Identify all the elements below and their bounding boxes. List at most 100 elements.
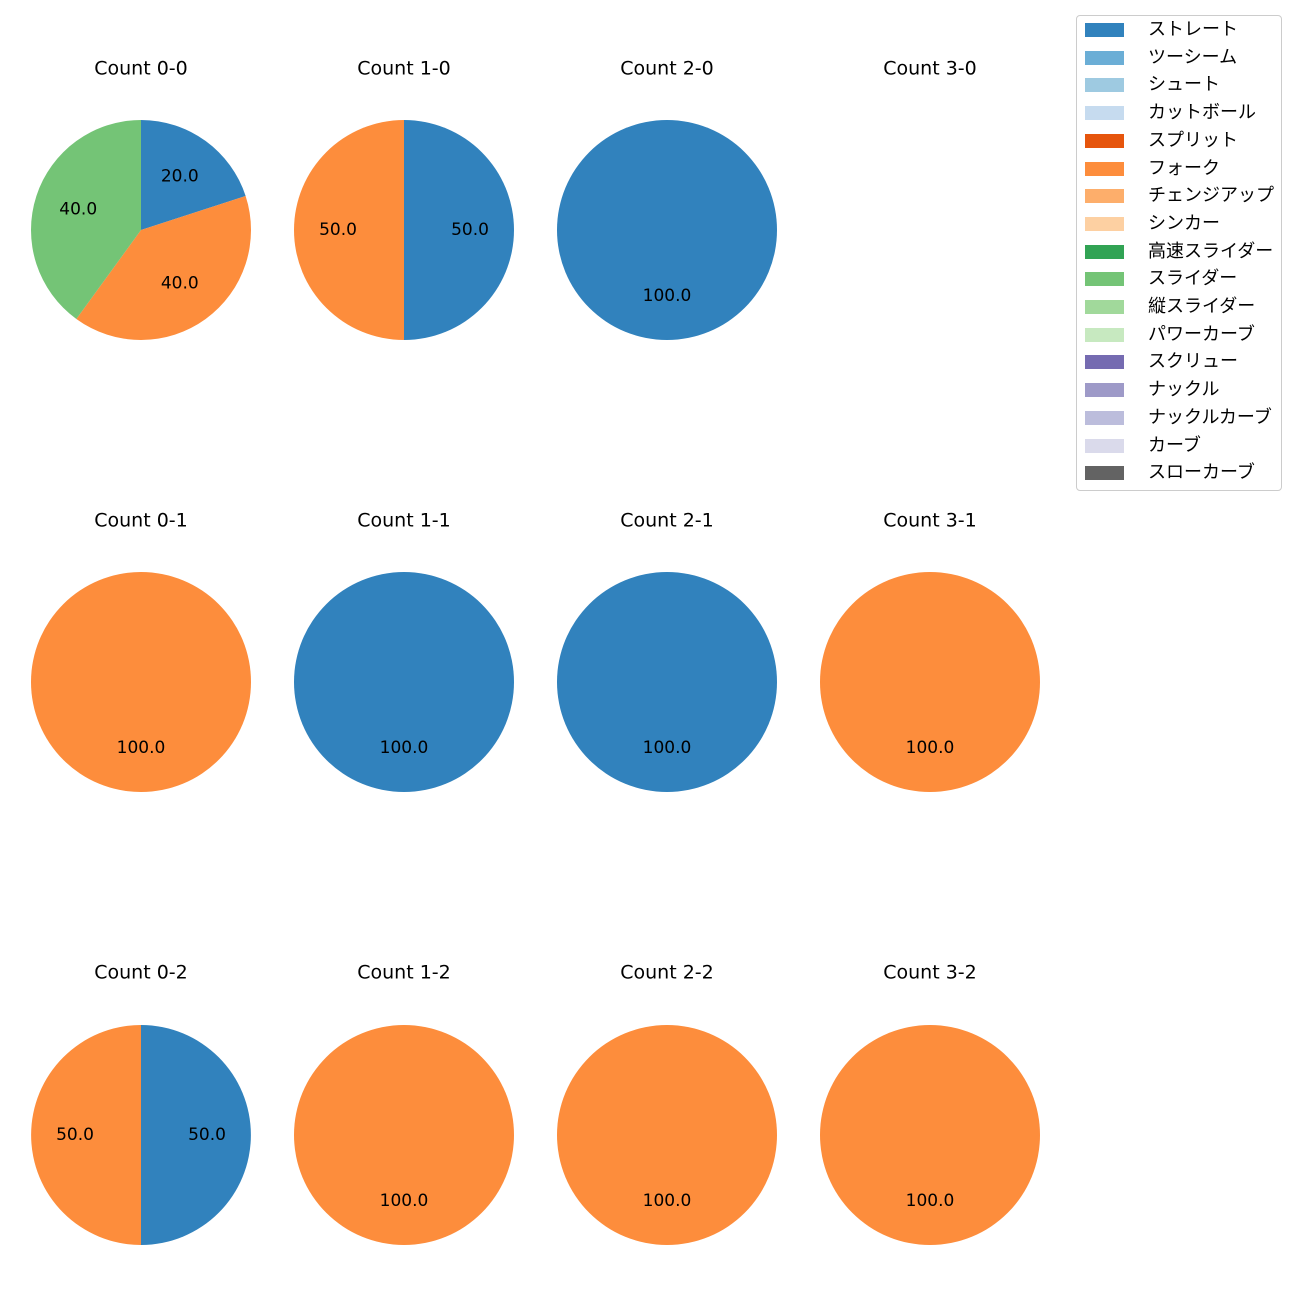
pie-data-label: 50.0 xyxy=(319,220,357,240)
legend-label: スプリット xyxy=(1148,129,1238,151)
pie-panel: Count 2-1 100.0 xyxy=(557,510,777,792)
legend-item: ストレート xyxy=(1085,20,1238,40)
legend-label: ナックル xyxy=(1148,379,1220,401)
pie-panel: Count 0-0 20.0 40.0 40.0 xyxy=(30,58,252,341)
pie-title: Count 2-2 xyxy=(620,962,714,984)
pie-title: Count 2-1 xyxy=(620,510,714,532)
legend-label: スクリュー xyxy=(1148,351,1238,373)
pie-slice xyxy=(820,1025,1040,1245)
legend-label: 高速スライダー xyxy=(1148,240,1274,262)
pie-slice xyxy=(141,120,246,230)
legend-swatch xyxy=(1085,327,1124,342)
legend-swatch xyxy=(1085,23,1124,37)
pie-panel: Count 3-0 xyxy=(883,58,977,80)
pie-title: Count 0-0 xyxy=(94,58,188,80)
legend-item: ナックルカーブ xyxy=(1085,406,1272,428)
pie-data-label: 40.0 xyxy=(161,273,199,293)
legend-swatch xyxy=(1085,466,1124,481)
pie-data-label: 100.0 xyxy=(380,738,429,758)
legend-swatch xyxy=(1085,216,1124,231)
pie-panel: Count 3-2 100.0 xyxy=(820,962,1040,1245)
legend-swatch xyxy=(1085,438,1124,453)
pie-title: Count 0-1 xyxy=(94,510,188,532)
pie-title: Count 0-2 xyxy=(94,962,188,984)
pie-slice xyxy=(294,120,404,340)
legend-swatch xyxy=(1085,106,1124,121)
pie-title: Count 3-2 xyxy=(883,962,977,984)
pie-data-label: 50.0 xyxy=(451,220,489,240)
legend-item: シンカー xyxy=(1085,213,1220,234)
pie-slice xyxy=(31,1025,141,1245)
legend-label: パワーカーブ xyxy=(1148,323,1255,345)
legend-swatch xyxy=(1085,355,1124,370)
pie-slice xyxy=(820,572,1040,792)
pie-panel: Count 2-0 100.0 xyxy=(557,58,777,340)
legend-item: 高速スライダー xyxy=(1085,240,1274,262)
legend-label: カーブ xyxy=(1148,434,1201,456)
pie-slice xyxy=(557,120,777,340)
pie-title: Count 3-1 xyxy=(883,510,977,532)
legend-label: カットボール xyxy=(1148,102,1256,124)
pie-panel: Count 2-2 100.0 xyxy=(557,962,777,1245)
legend-label: ナックルカーブ xyxy=(1148,406,1272,428)
pie-data-label: 100.0 xyxy=(643,286,692,306)
legend-item: 縦スライダー xyxy=(1085,297,1255,317)
legend-item: カットボール xyxy=(1085,103,1256,123)
pie-data-label: 50.0 xyxy=(56,1125,94,1145)
legend-item: スクリュー xyxy=(1085,352,1238,372)
pie-slice xyxy=(404,120,514,340)
pie-slice xyxy=(141,1025,251,1245)
pie-slice xyxy=(557,572,777,792)
legend-label: 縦スライダー xyxy=(1148,296,1256,317)
legend-label: フォーク xyxy=(1148,157,1220,179)
pie-panel: Count 0-1 100.0 xyxy=(31,510,251,792)
legend-item: フォーク xyxy=(1085,157,1220,179)
chart-legend: ストレートツーシームシュートカットボール スプリットフォークチェンジアップシンカー… xyxy=(1076,15,1282,491)
legend-label: ストレート xyxy=(1148,19,1238,40)
legend-swatch xyxy=(1085,78,1124,93)
pie-data-label: 100.0 xyxy=(643,1191,692,1211)
pie-title: Count 2-0 xyxy=(620,58,714,80)
pie-panel: Count 0-2 50.0 50.0 xyxy=(31,962,251,1245)
legend-item: スライダー xyxy=(1085,269,1237,289)
pie-data-label: 100.0 xyxy=(117,738,166,758)
pie-panel: Count 1-0 50.0 50.0 xyxy=(294,58,514,340)
pie-slice xyxy=(294,1025,514,1245)
pie-slice xyxy=(30,120,141,319)
pie-data-label: 20.0 xyxy=(161,167,199,187)
legend-swatch xyxy=(1085,272,1124,287)
legend-swatch xyxy=(1085,244,1124,259)
legend-label: チェンジアップ xyxy=(1148,185,1274,207)
pie-title: Count 1-1 xyxy=(357,510,451,532)
pie-panel: Count 1-2 100.0 xyxy=(294,962,514,1245)
legend-item: チェンジアップ xyxy=(1085,186,1274,206)
legend-label: シュート xyxy=(1148,74,1220,96)
legend-item: カーブ xyxy=(1085,434,1201,456)
legend-swatch xyxy=(1085,189,1124,204)
pie-data-label: 50.0 xyxy=(188,1125,226,1145)
pie-slice xyxy=(31,572,251,792)
pie-panel: Count 3-1 100.0 xyxy=(820,510,1040,792)
legend-label: スライダー xyxy=(1148,268,1238,290)
legend-swatch xyxy=(1085,133,1124,148)
legend-label: スローカーブ xyxy=(1148,462,1255,484)
legend-item: ナックル xyxy=(1085,380,1219,400)
pie-data-label: 100.0 xyxy=(906,738,955,758)
pie-data-label: 100.0 xyxy=(643,738,692,758)
pie-slice xyxy=(557,1025,777,1245)
pie-data-label: 40.0 xyxy=(59,200,97,220)
pie-title: Count 1-0 xyxy=(357,58,451,80)
legend-item: パワーカーブ xyxy=(1085,323,1255,345)
pie-title: Count 1-2 xyxy=(357,962,451,984)
pie-data-label: 100.0 xyxy=(380,1191,429,1211)
legend-swatch xyxy=(1085,50,1124,65)
legend-label: ツーシーム xyxy=(1148,46,1238,68)
legend-swatch xyxy=(1085,383,1124,398)
legend-item: ツーシーム xyxy=(1085,46,1238,68)
legend-swatch xyxy=(1085,410,1124,425)
legend-swatch xyxy=(1085,300,1124,314)
pie-panel: Count 1-1 100.0 xyxy=(294,510,514,792)
pie-title: Count 3-0 xyxy=(883,58,977,80)
pie-data-label: 100.0 xyxy=(906,1191,955,1211)
